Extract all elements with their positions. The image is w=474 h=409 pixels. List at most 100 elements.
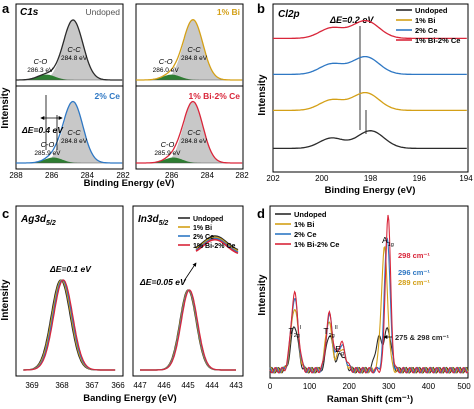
panel-b-xlabel: Binding Energy (eV) [325,185,416,196]
panel-b-xtick: 198 [364,174,378,183]
panel-a-peak-label: C-O [41,140,55,149]
panel-c-in-title: In3d5/2 [138,214,168,227]
panel-a-title: C1s [20,7,39,18]
panel-b-legend-label: Undoped [415,6,448,15]
panel-c-legend-label: 1% Bi [193,225,212,232]
panel-c-ag-delta-label: ΔE=0.1 eV [49,264,92,274]
panel-letter-a: a [2,1,10,16]
panel-d-legend-label: Undoped [294,210,327,219]
panel-b-curve [273,19,467,40]
panel-a-peak-value: 285.9 eV [154,150,181,157]
panel-c-xtick: 366 [111,381,125,390]
panel-b-title: Cl2p [278,9,300,20]
panel-a-peak-label: C-O [33,57,47,66]
panel-c-in-curve [140,289,236,371]
panel-d-mode-label: Eg [335,344,344,357]
panel-a-ylabel: Intensity [0,87,11,129]
panel-c-inset-arrow [183,262,197,282]
panel-d-peak-label: 296 cm⁻¹ [398,268,430,277]
panel-d-xtick: 400 [422,382,436,391]
panel-c-xtick: 444 [205,381,219,390]
panel-a-peak-label: C-O [161,140,175,149]
panel-d-legend-label: 1% Bi-2% Ce [294,240,339,249]
panel-a-xlabel: Binding Energy (eV) [84,178,175,189]
panel-a-peak-value: 284.8 eV [181,55,208,62]
panel-a-xtick: 282 [235,171,249,180]
panel-b-xtick: 202 [266,174,280,183]
panel-a-peak-label: C-C [67,45,81,54]
panel-c-xtick: 369 [25,381,39,390]
panel-d-peak-label: 298 cm⁻¹ [398,251,430,260]
panel-c-ag-title: Ag3d5/2 [20,214,56,227]
panel-d-xtick: 300 [382,382,396,391]
panel-c-xtick: 447 [133,381,147,390]
panel-a-co-component [16,74,123,80]
panel-a-xtick: 286 [45,171,59,180]
panel-b-legend-label: 1% Bi [415,16,435,25]
panel-c-xlabel: Banding Energy (eV) [83,393,176,404]
panel-d-xtick: 0 [268,382,273,391]
panel-b-delta-label: ΔE=0.2 eV [329,15,374,25]
panel-a-peak-value: 284.8 eV [181,138,208,145]
panel-a-frame-br [135,85,244,170]
panel-d-frame [269,205,469,379]
panel-c-in-curve [140,289,236,371]
panel-c-inset-curve [195,238,239,255]
panel-a-cc-component [136,20,243,80]
panel-a-co-component [16,157,123,163]
panel-c-xtick: 445 [181,381,195,390]
panel-a-cc-component [16,102,123,163]
panel-a-xtick: 288 [9,171,23,180]
panel-a-frame-bl [15,85,124,170]
panel-a-series-label: 2% Ce [94,91,120,101]
panel-d-curve [269,214,469,374]
panel-a-co-component [136,74,243,80]
panel-c-in-curve [140,289,236,371]
panel-a-co-component [136,157,243,163]
panel-c-xtick: 443 [229,381,243,390]
panel-c-in-curve [140,289,236,371]
panel-a-xtick: 286 [165,171,179,180]
panel-c-ag-curve [23,279,116,371]
panel-c-in-delta-label: ΔE=0.05 eV [139,277,187,287]
panel-a-peak-label: C-C [187,45,201,54]
panel-d-xtick: 200 [343,382,357,391]
panel-letter-b: b [257,1,265,16]
panel-d-xtick: 100 [303,382,317,391]
panel-b-curve [273,91,467,112]
panel-d-curve [269,245,469,374]
panel-a-curve [16,19,123,81]
panel-a-c1s: a Intensity Binding Energy (eV) C1s Undo… [0,1,249,189]
panel-a-series-label: Undoped [85,7,120,17]
panel-a-curve [136,100,243,164]
panel-a-cc-component [136,102,243,163]
panel-c-inset-curve [195,237,239,253]
panel-c-frame-ag [15,205,124,377]
panel-a-delta-label: ΔE=0.4 eV [21,125,64,135]
panel-b-ylabel: Intensity [257,74,268,116]
panel-a-cc-component [16,20,123,80]
panel-c-legend-label: 2% Ce [193,234,214,241]
panel-a-series-label: 1% Bi-2% Ce [189,91,241,101]
panel-d-ylabel: Intensity [257,274,268,316]
panel-d-xtick: 500 [457,382,471,391]
panel-a-peak-value: 286.3 eV [27,67,54,74]
panel-a-peak-value: 286.0 eV [153,67,180,74]
panel-a-peak-value: 284.8 eV [61,55,88,62]
panel-a-peak-label: C-O [159,57,173,66]
panel-c-inset-curve [195,236,239,252]
panel-c-legend-label: Undoped [193,216,223,223]
panel-a-curve [16,100,123,164]
panel-d-peak-label: 275 & 298 cm⁻¹ [395,333,449,342]
panel-b-legend-label: 1% Bi-2% Ce [415,36,460,45]
panel-c-xtick: 368 [55,381,69,390]
panel-b-curve [273,55,467,76]
panel-a-peak-value: 284.8 eV [61,138,88,145]
panel-letter-d: d [257,206,265,221]
panel-a-peak-value: 285.9 eV [34,150,61,157]
panel-a-peak-label: C-C [187,128,201,137]
panel-d-xlabel: Raman Shift (cm⁻¹) [327,394,413,405]
